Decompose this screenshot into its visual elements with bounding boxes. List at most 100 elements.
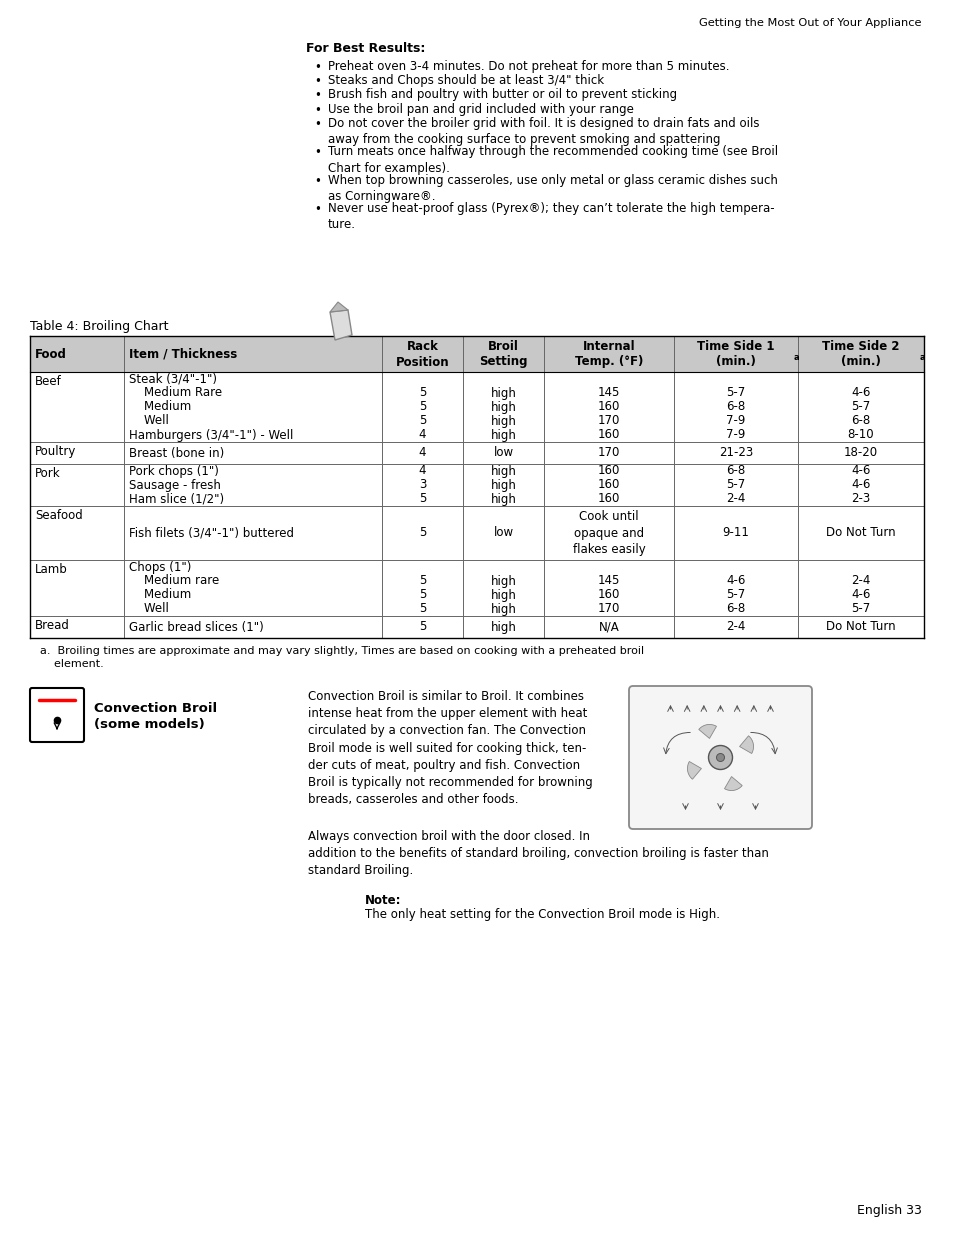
Text: high: high xyxy=(490,478,516,492)
Text: •: • xyxy=(314,75,321,88)
Text: 5: 5 xyxy=(418,526,426,540)
Text: The only heat setting for the Convection Broil mode is High.: The only heat setting for the Convection… xyxy=(365,908,720,921)
Text: high: high xyxy=(490,464,516,478)
Text: Fish filets (3/4"-1") buttered: Fish filets (3/4"-1") buttered xyxy=(129,526,294,540)
Bar xyxy=(30,372,923,638)
Text: Well: Well xyxy=(129,603,169,615)
Text: Garlic bread slices (1"): Garlic bread slices (1") xyxy=(129,620,263,634)
Wedge shape xyxy=(698,725,716,739)
Text: Beef: Beef xyxy=(35,375,62,388)
Text: 5-7: 5-7 xyxy=(725,478,745,492)
Text: 170: 170 xyxy=(598,447,619,459)
Text: Bread: Bread xyxy=(35,619,70,632)
Text: 5: 5 xyxy=(418,620,426,634)
Text: high: high xyxy=(490,589,516,601)
Text: (some models): (some models) xyxy=(94,718,205,731)
Text: high: high xyxy=(490,574,516,588)
Text: •: • xyxy=(314,203,321,216)
Text: 160: 160 xyxy=(598,400,619,414)
Text: Breast (bone in): Breast (bone in) xyxy=(129,447,224,459)
Text: element.: element. xyxy=(40,659,104,669)
Text: high: high xyxy=(490,603,516,615)
Text: 5: 5 xyxy=(418,493,426,505)
Text: Never use heat-proof glass (Pyrex®); they can’t tolerate the high tempera-
ture.: Never use heat-proof glass (Pyrex®); the… xyxy=(328,203,774,231)
Text: 5: 5 xyxy=(418,574,426,588)
Text: 2-4: 2-4 xyxy=(725,493,745,505)
Text: a: a xyxy=(793,353,799,363)
Text: 4: 4 xyxy=(418,447,426,459)
Wedge shape xyxy=(687,762,700,779)
FancyBboxPatch shape xyxy=(30,688,84,742)
Text: Steak (3/4"-1"): Steak (3/4"-1") xyxy=(129,373,216,385)
Text: English 33: English 33 xyxy=(856,1204,921,1216)
Text: 170: 170 xyxy=(598,603,619,615)
Text: 5: 5 xyxy=(418,387,426,399)
Text: Broil
Setting: Broil Setting xyxy=(478,340,527,368)
Text: high: high xyxy=(490,429,516,441)
Text: low: low xyxy=(493,447,513,459)
Text: 5: 5 xyxy=(418,603,426,615)
Text: N/A: N/A xyxy=(598,620,618,634)
Text: 160: 160 xyxy=(598,589,619,601)
Text: Always convection broil with the door closed. In
addition to the benefits of sta: Always convection broil with the door cl… xyxy=(308,830,768,877)
Text: Seafood: Seafood xyxy=(35,509,83,522)
Text: 5: 5 xyxy=(418,400,426,414)
Text: Lamb: Lamb xyxy=(35,563,68,576)
Text: Ham slice (1/2"): Ham slice (1/2") xyxy=(129,493,224,505)
Text: 7-9: 7-9 xyxy=(725,429,745,441)
FancyBboxPatch shape xyxy=(628,685,811,829)
Text: Chops (1"): Chops (1") xyxy=(129,561,192,573)
Text: •: • xyxy=(314,104,321,116)
Text: 4-6: 4-6 xyxy=(725,574,745,588)
Text: 160: 160 xyxy=(598,493,619,505)
Text: 4-6: 4-6 xyxy=(850,589,870,601)
Text: 6-8: 6-8 xyxy=(725,464,745,478)
Text: 6-8: 6-8 xyxy=(850,415,870,427)
Text: Use the broil pan and grid included with your range: Use the broil pan and grid included with… xyxy=(328,103,633,116)
Text: When top browning casseroles, use only metal or glass ceramic dishes such
as Cor: When top browning casseroles, use only m… xyxy=(328,174,777,203)
Text: 145: 145 xyxy=(598,574,619,588)
Circle shape xyxy=(708,746,732,769)
Text: Convection Broil: Convection Broil xyxy=(94,701,217,715)
Text: 160: 160 xyxy=(598,464,619,478)
Text: •: • xyxy=(314,174,321,188)
Text: Convection Broil is similar to Broil. It combines
intense heat from the upper el: Convection Broil is similar to Broil. It… xyxy=(308,690,592,806)
Text: Time Side 1
(min.): Time Side 1 (min.) xyxy=(697,340,774,368)
Text: Sausage - fresh: Sausage - fresh xyxy=(129,478,221,492)
Text: Food: Food xyxy=(35,347,67,361)
Text: high: high xyxy=(490,415,516,427)
Text: low: low xyxy=(493,526,513,540)
Text: Turn meats once halfway through the recommended cooking time (see Broil
Chart fo: Turn meats once halfway through the reco… xyxy=(328,146,778,174)
Text: Medium rare: Medium rare xyxy=(129,574,219,588)
Text: 6-8: 6-8 xyxy=(725,400,745,414)
Text: 5-7: 5-7 xyxy=(725,387,745,399)
Text: high: high xyxy=(490,387,516,399)
Text: •: • xyxy=(314,117,321,131)
Text: Hamburgers (3/4"-1") - Well: Hamburgers (3/4"-1") - Well xyxy=(129,429,294,441)
Text: 160: 160 xyxy=(598,478,619,492)
Text: 5: 5 xyxy=(418,589,426,601)
Text: Time Side 2
(min.): Time Side 2 (min.) xyxy=(821,340,899,368)
Text: 145: 145 xyxy=(598,387,619,399)
Text: Preheat oven 3-4 minutes. Do not preheat for more than 5 minutes.: Preheat oven 3-4 minutes. Do not preheat… xyxy=(328,61,729,73)
Text: •: • xyxy=(314,146,321,159)
Text: 5-7: 5-7 xyxy=(725,589,745,601)
Text: high: high xyxy=(490,400,516,414)
Text: high: high xyxy=(490,493,516,505)
Text: 6-8: 6-8 xyxy=(725,603,745,615)
Text: 2-4: 2-4 xyxy=(850,574,870,588)
Text: 9-11: 9-11 xyxy=(721,526,749,540)
Text: Medium Rare: Medium Rare xyxy=(129,387,222,399)
Text: Do Not Turn: Do Not Turn xyxy=(825,526,895,540)
Text: 3: 3 xyxy=(418,478,426,492)
Text: 5-7: 5-7 xyxy=(850,400,870,414)
Text: Rack
Position: Rack Position xyxy=(395,340,449,368)
Text: Medium: Medium xyxy=(129,589,191,601)
Text: 4: 4 xyxy=(418,429,426,441)
Text: 2-3: 2-3 xyxy=(850,493,870,505)
Text: 4-6: 4-6 xyxy=(850,478,870,492)
Circle shape xyxy=(716,753,723,762)
Text: 7-9: 7-9 xyxy=(725,415,745,427)
Text: Item / Thickness: Item / Thickness xyxy=(129,347,237,361)
Text: Pork chops (1"): Pork chops (1") xyxy=(129,464,218,478)
